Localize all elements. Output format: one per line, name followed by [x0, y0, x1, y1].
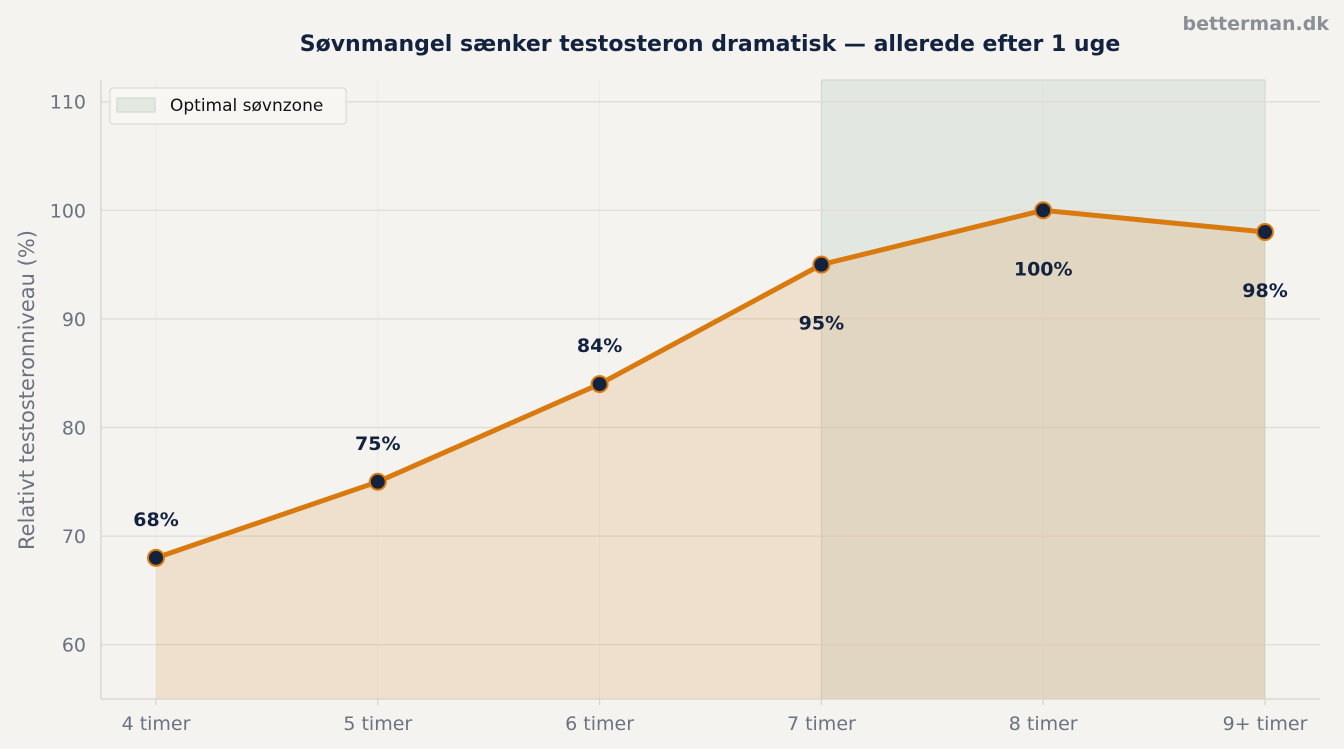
y-tick-label: 110 — [50, 92, 86, 114]
area-layer — [156, 210, 1265, 699]
line-layer — [153, 207, 1268, 561]
data-label: 84% — [577, 335, 622, 357]
y-tick-label: 70 — [62, 526, 86, 548]
data-point — [590, 375, 609, 394]
legend: Optimal søvnzone — [109, 87, 347, 125]
data-point — [1256, 223, 1274, 242]
data-label-layer: 68% 75% 84% 95% 100% 98% — [133, 258, 1287, 531]
x-tick-label: 5 timer — [343, 713, 412, 735]
data-label: 95% — [799, 313, 844, 335]
data-label: 98% — [1242, 280, 1287, 302]
x-tick-label: 7 timer — [787, 713, 856, 735]
x-tick-label: 4 timer — [122, 713, 191, 735]
optimal-zone-band — [820, 79, 1266, 700]
y-tick-label: 80 — [62, 418, 86, 440]
legend-swatch-optimal-zone — [116, 97, 156, 113]
data-point — [368, 472, 387, 491]
data-point — [812, 255, 831, 274]
legend-label-optimal-zone: Optimal søvnzone — [170, 96, 323, 116]
y-tick-label: 100 — [50, 200, 86, 222]
y-tick-label: 60 — [62, 635, 86, 657]
data-label: 100% — [1014, 258, 1073, 280]
data-label: 75% — [355, 433, 400, 455]
chart-title: Søvnmangel sænker testosteron dramatisk … — [300, 32, 1121, 57]
optimal-zone-layer — [820, 79, 1266, 700]
legend-box — [109, 87, 347, 125]
axis-layer — [100, 80, 1320, 700]
x-tick-label: 8 timer — [1009, 713, 1078, 735]
area-fill — [156, 210, 1265, 699]
tick-layer: 60 70 80 90 100 110 4 timer 5 timer 6 timer 7 tim… — [50, 92, 1308, 735]
data-label: 68% — [133, 509, 178, 531]
data-point — [147, 548, 165, 567]
x-tick-label: 9+ timer — [1223, 713, 1308, 735]
marker-layer — [147, 201, 1274, 567]
x-tick-label: 6 timer — [565, 713, 634, 735]
watermark: betterman.dk — [1182, 13, 1329, 35]
y-tick-label: 90 — [62, 309, 86, 331]
y-axis-label: Relativt testosteronniveau (%) — [15, 230, 39, 550]
series-line — [153, 207, 1268, 561]
data-point — [1034, 201, 1053, 220]
